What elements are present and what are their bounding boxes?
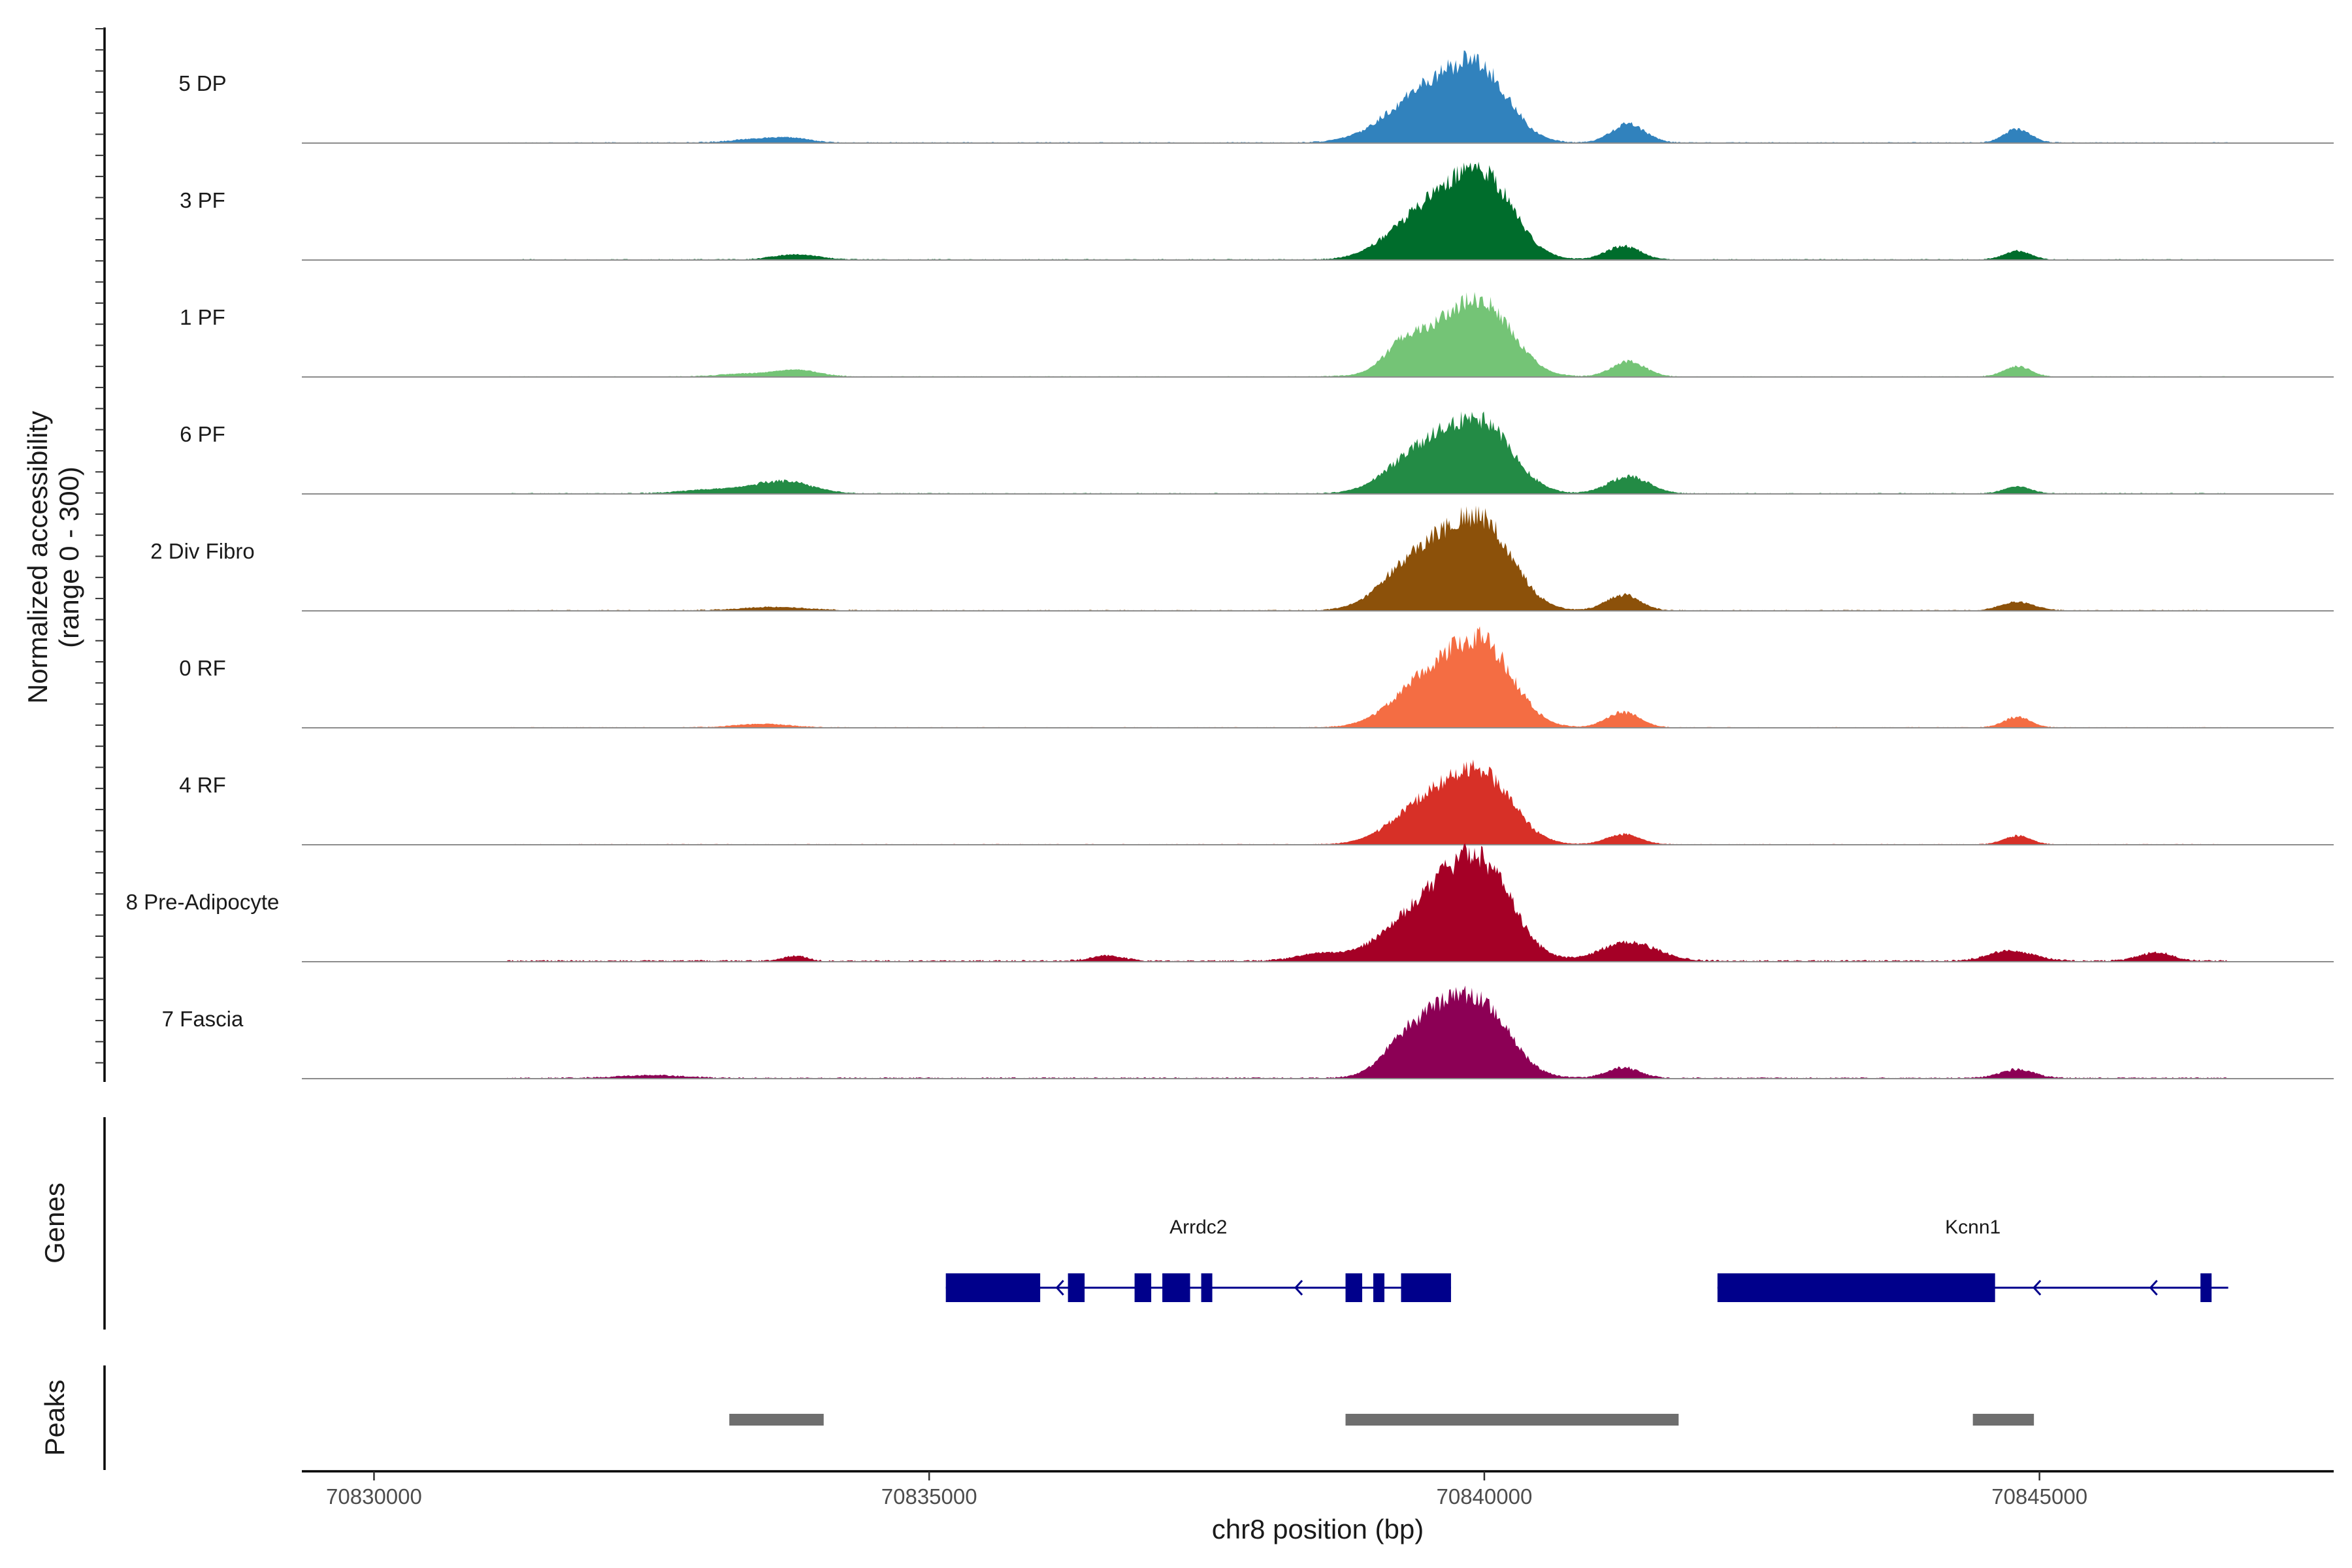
gene-exon (1373, 1273, 1384, 1302)
y-axis (95, 27, 106, 1082)
gene-exon (1401, 1273, 1451, 1302)
coverage-area (507, 291, 2229, 377)
track-label: 1 PF (180, 305, 225, 329)
track-1-pf: 1 PF (180, 291, 2334, 378)
peaks-panel-title: Peaks (39, 1380, 70, 1456)
gene-exon (1717, 1273, 1995, 1302)
gene-exon (1134, 1273, 1152, 1302)
track-label: 8 Pre-Adipocyte (126, 890, 280, 914)
gene-arrdc2: Arrdc2 (945, 1217, 1451, 1302)
x-tick-label: 70845000 (1991, 1484, 2087, 1509)
coverage-area (507, 50, 2229, 143)
gene-exon (1201, 1273, 1213, 1302)
track-5-dp: 5 DP (178, 50, 2334, 144)
x-tick-label: 70835000 (881, 1484, 977, 1509)
gene-exon (1345, 1273, 1362, 1302)
y-axis-title-range: (range 0 - 300) (54, 466, 84, 648)
peak-regions (729, 1414, 2034, 1426)
track-label: 6 PF (180, 422, 225, 446)
track-8-pre-adipocyte: 8 Pre-Adipocyte (126, 843, 2334, 962)
coverage-area (507, 505, 2229, 611)
peak-region (1972, 1414, 2034, 1426)
track-0-rf: 0 RF (179, 626, 2334, 728)
track-label: 0 RF (179, 656, 226, 680)
coverage-area (507, 161, 2229, 260)
gene-exon (945, 1273, 1041, 1302)
track-7-fascia: 7 Fascia (162, 985, 2334, 1079)
coverage-area (507, 843, 2229, 962)
strand-arrow (1294, 1279, 1303, 1296)
gene-label: Kcnn1 (1945, 1217, 2001, 1238)
gene-annotations: Arrdc2 Kcnn1 (945, 1217, 2229, 1302)
coverage-tracks: 5 DP 3 PF 1 PF 6 PF 2 Div Fibro 0 RF 4 RF 8 Pre… (126, 50, 2334, 1079)
gene-exon (1162, 1273, 1190, 1302)
gene-kcnn1: Kcnn1 (1717, 1217, 2229, 1302)
gene-exon (2200, 1273, 2212, 1302)
track-label: 7 Fascia (162, 1007, 244, 1031)
gene-label: Arrdc2 (1169, 1217, 1227, 1238)
x-axis-title: chr8 position (bp) (1212, 1514, 1424, 1544)
track-2-div-fibro: 2 Div Fibro (150, 505, 2334, 612)
strand-arrow (1055, 1279, 1064, 1296)
track-label: 5 DP (178, 71, 226, 95)
track-label: 4 RF (179, 773, 226, 797)
track-6-pf: 6 PF (180, 411, 2334, 495)
coverage-area (507, 985, 2229, 1079)
peak-region (1345, 1414, 1679, 1426)
strand-arrow (2149, 1279, 2158, 1296)
strand-arrow (2033, 1279, 2042, 1296)
track-label: 3 PF (180, 188, 225, 212)
coverage-area (507, 626, 2229, 728)
track-4-rf: 4 RF (179, 759, 2334, 845)
y-axis-title: Normalized accessibility (22, 411, 53, 704)
x-tick-label: 70830000 (326, 1484, 422, 1509)
track-label: 2 Div Fibro (150, 539, 255, 563)
gene-exon (1068, 1273, 1085, 1302)
x-axis-ticks: 70830000 70835000 70840000 70845000 (326, 1471, 2087, 1509)
track-3-pf: 3 PF (180, 161, 2334, 261)
peak-region (729, 1414, 824, 1426)
coverage-area (507, 759, 2229, 845)
coverage-area (507, 411, 2229, 494)
genes-panel-title: Genes (39, 1183, 70, 1264)
x-tick-label: 70840000 (1437, 1484, 1533, 1509)
